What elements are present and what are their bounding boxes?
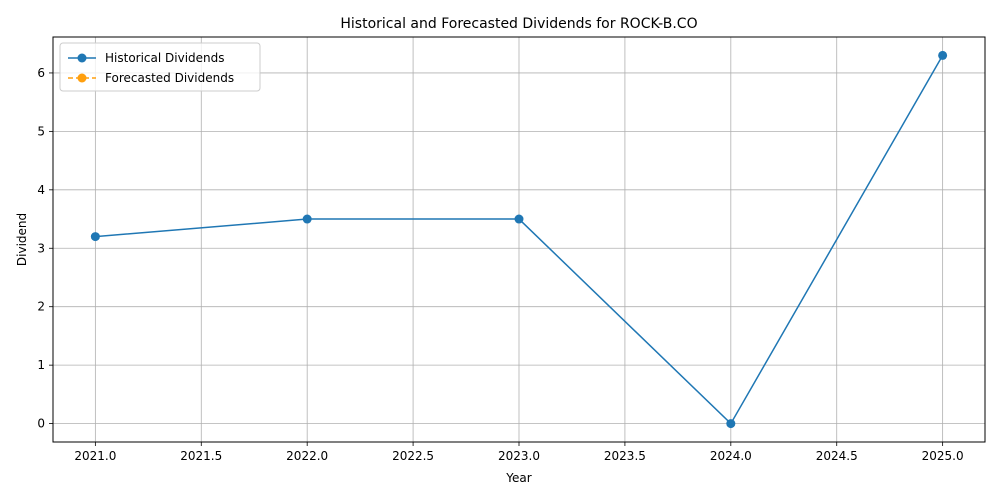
y-tick-label: 1: [37, 358, 45, 372]
legend: Historical Dividends Forecasted Dividends: [59, 42, 261, 92]
x-axis-title: Year: [505, 471, 531, 485]
legend-entry: Forecasted Dividends: [68, 71, 234, 85]
legend-entry: Historical Dividends: [68, 51, 225, 65]
x-tick-label: 2021.0: [74, 449, 116, 463]
legend-label: Historical Dividends: [105, 51, 225, 65]
x-tick-label: 2021.5: [180, 449, 222, 463]
y-tick-label: 5: [37, 124, 45, 138]
series-layer: [90, 50, 948, 429]
chart-title: Historical and Forecasted Dividends for …: [340, 16, 697, 32]
grid: [53, 37, 985, 442]
y-axis: 0 1 2 3 4 5 6: [37, 66, 53, 431]
legend-box: [59, 42, 261, 92]
y-tick-label: 4: [37, 183, 45, 197]
legend-label: Forecasted Dividends: [105, 71, 234, 85]
legend-swatch-marker: [77, 53, 87, 63]
x-tick-label: 2023.0: [498, 449, 540, 463]
x-tick-label: 2024.0: [710, 449, 752, 463]
x-tick-label: 2025.0: [922, 449, 964, 463]
data-point: [938, 50, 948, 60]
data-point: [726, 419, 736, 429]
data-point: [302, 214, 312, 224]
y-tick-label: 3: [37, 241, 45, 255]
x-tick-label: 2023.5: [604, 449, 646, 463]
data-point: [514, 214, 524, 224]
data-point: [90, 232, 100, 242]
y-tick-label: 6: [37, 66, 45, 80]
y-axis-title: Dividend: [15, 213, 29, 266]
y-tick-label: 2: [37, 300, 45, 314]
x-tick-label: 2022.0: [286, 449, 328, 463]
legend-swatch-marker: [77, 73, 87, 83]
x-tick-label: 2024.5: [816, 449, 858, 463]
x-axis: 2021.0 2021.5 2022.0 2022.5 2023.0 2023.5 2024…: [74, 442, 964, 463]
y-tick-label: 0: [37, 417, 45, 431]
x-tick-label: 2022.5: [392, 449, 434, 463]
